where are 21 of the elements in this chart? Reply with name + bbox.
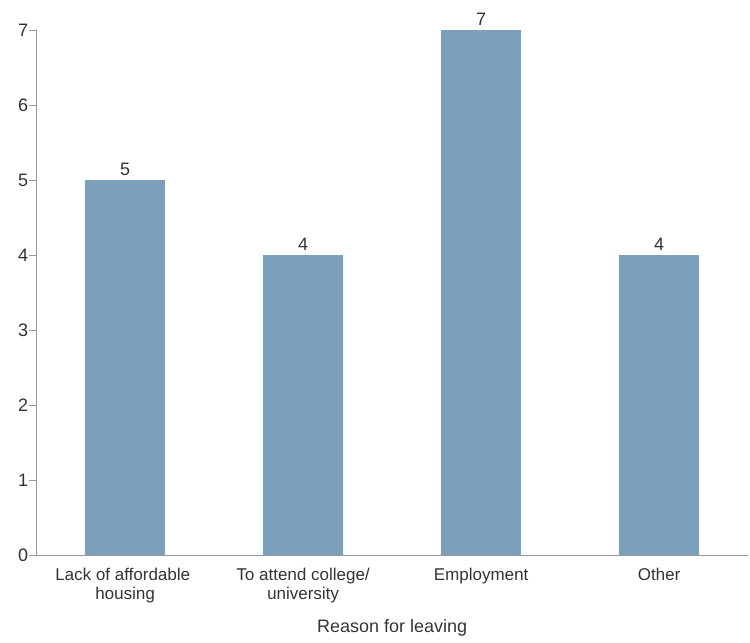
data-label: 7 xyxy=(476,9,486,29)
y-tick-label: 4 xyxy=(18,245,28,265)
x-tick-label: Employment xyxy=(434,565,529,584)
data-label: 4 xyxy=(298,234,308,254)
y-tick-label: 3 xyxy=(18,320,28,340)
y-tick-label: 2 xyxy=(18,395,28,415)
data-label: 4 xyxy=(654,234,664,254)
y-tick-label: 7 xyxy=(18,20,28,40)
x-tick-label: To attend college/university xyxy=(236,565,370,603)
bar xyxy=(84,180,166,555)
y-tick-label: 1 xyxy=(18,470,28,490)
x-tick-label: Lack of affordable housing xyxy=(55,565,195,603)
bar xyxy=(618,255,700,555)
y-tick-label: 0 xyxy=(18,545,28,565)
y-tick-label: 6 xyxy=(18,95,28,115)
data-label: 5 xyxy=(120,159,130,179)
y-tick-label: 5 xyxy=(18,170,28,190)
bar xyxy=(262,255,344,555)
x-tick-label: Other xyxy=(638,565,681,584)
bar xyxy=(440,30,522,555)
x-axis-title: Reason for leaving xyxy=(316,616,468,636)
